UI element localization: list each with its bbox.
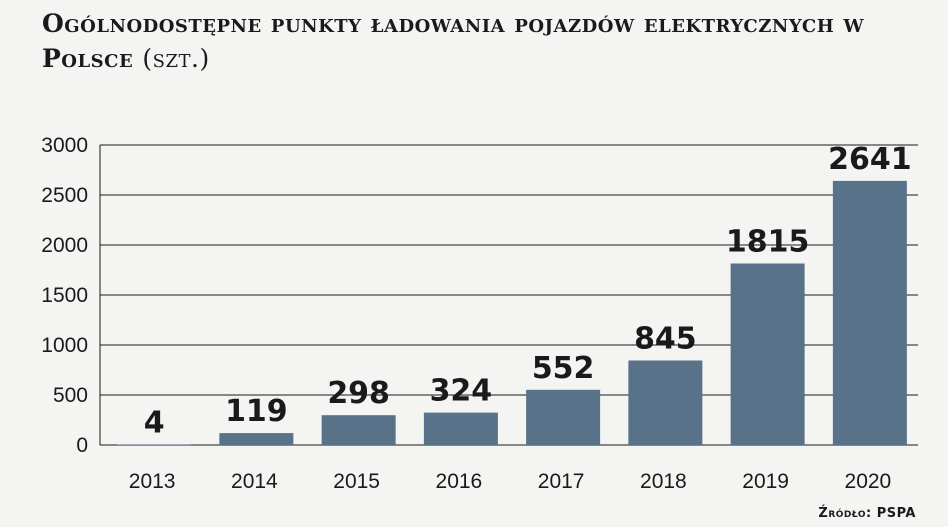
y-tick-label: 0 xyxy=(76,434,88,457)
data-label-2019: 1815 xyxy=(726,225,810,260)
bars xyxy=(117,180,907,446)
data-label-2013: 4 xyxy=(144,406,165,441)
bar-2015 xyxy=(321,415,396,445)
bar-2019 xyxy=(730,263,805,445)
chart-title: Ogólnodostępne punkty ładowania pojazdów… xyxy=(42,6,922,76)
x-tick-label: 2014 xyxy=(231,470,278,493)
bar-2020 xyxy=(832,180,907,445)
x-tick-label: 2018 xyxy=(640,470,687,493)
data-labels: 4 119 298 324 552 845 1815 2641 xyxy=(144,142,912,441)
data-label-2014: 119 xyxy=(225,394,288,429)
data-label-2015: 298 xyxy=(327,376,390,411)
y-tick-label: 500 xyxy=(53,384,88,407)
data-label-2016: 324 xyxy=(430,374,493,409)
y-tick-label: 1500 xyxy=(41,284,88,307)
x-tick-label: 2015 xyxy=(333,470,380,493)
y-tick-label: 3000 xyxy=(41,134,88,157)
data-label-2020: 2641 xyxy=(828,142,912,177)
y-axis-ticks: 0 500 1000 1500 2000 2500 3000 xyxy=(41,134,88,457)
y-tick-label: 2000 xyxy=(41,234,88,257)
bar-2016 xyxy=(423,412,498,445)
y-tick-label: 1000 xyxy=(41,334,88,357)
y-tick-label: 2500 xyxy=(41,184,88,207)
chart-title-unit: (szt.) xyxy=(142,44,210,73)
x-tick-label: 2013 xyxy=(129,470,176,493)
chart-title-main: Ogólnodostępne punkty ładowania pojazdów… xyxy=(42,9,865,73)
x-tick-label: 2016 xyxy=(436,470,483,493)
x-tick-label: 2020 xyxy=(845,470,892,493)
x-axis-ticks: 2013 2014 2015 2016 2017 2018 2019 2020 xyxy=(129,470,891,493)
bar-2018 xyxy=(628,360,703,445)
source-note: Źródło: PSPA xyxy=(818,506,916,521)
bar-2017 xyxy=(526,389,601,445)
bar-2014 xyxy=(219,433,294,445)
data-label-2017: 552 xyxy=(532,351,595,386)
x-tick-label: 2019 xyxy=(742,470,789,493)
bar-2013 xyxy=(117,444,192,446)
data-label-2018: 845 xyxy=(634,322,697,357)
x-tick-label: 2017 xyxy=(538,470,585,493)
